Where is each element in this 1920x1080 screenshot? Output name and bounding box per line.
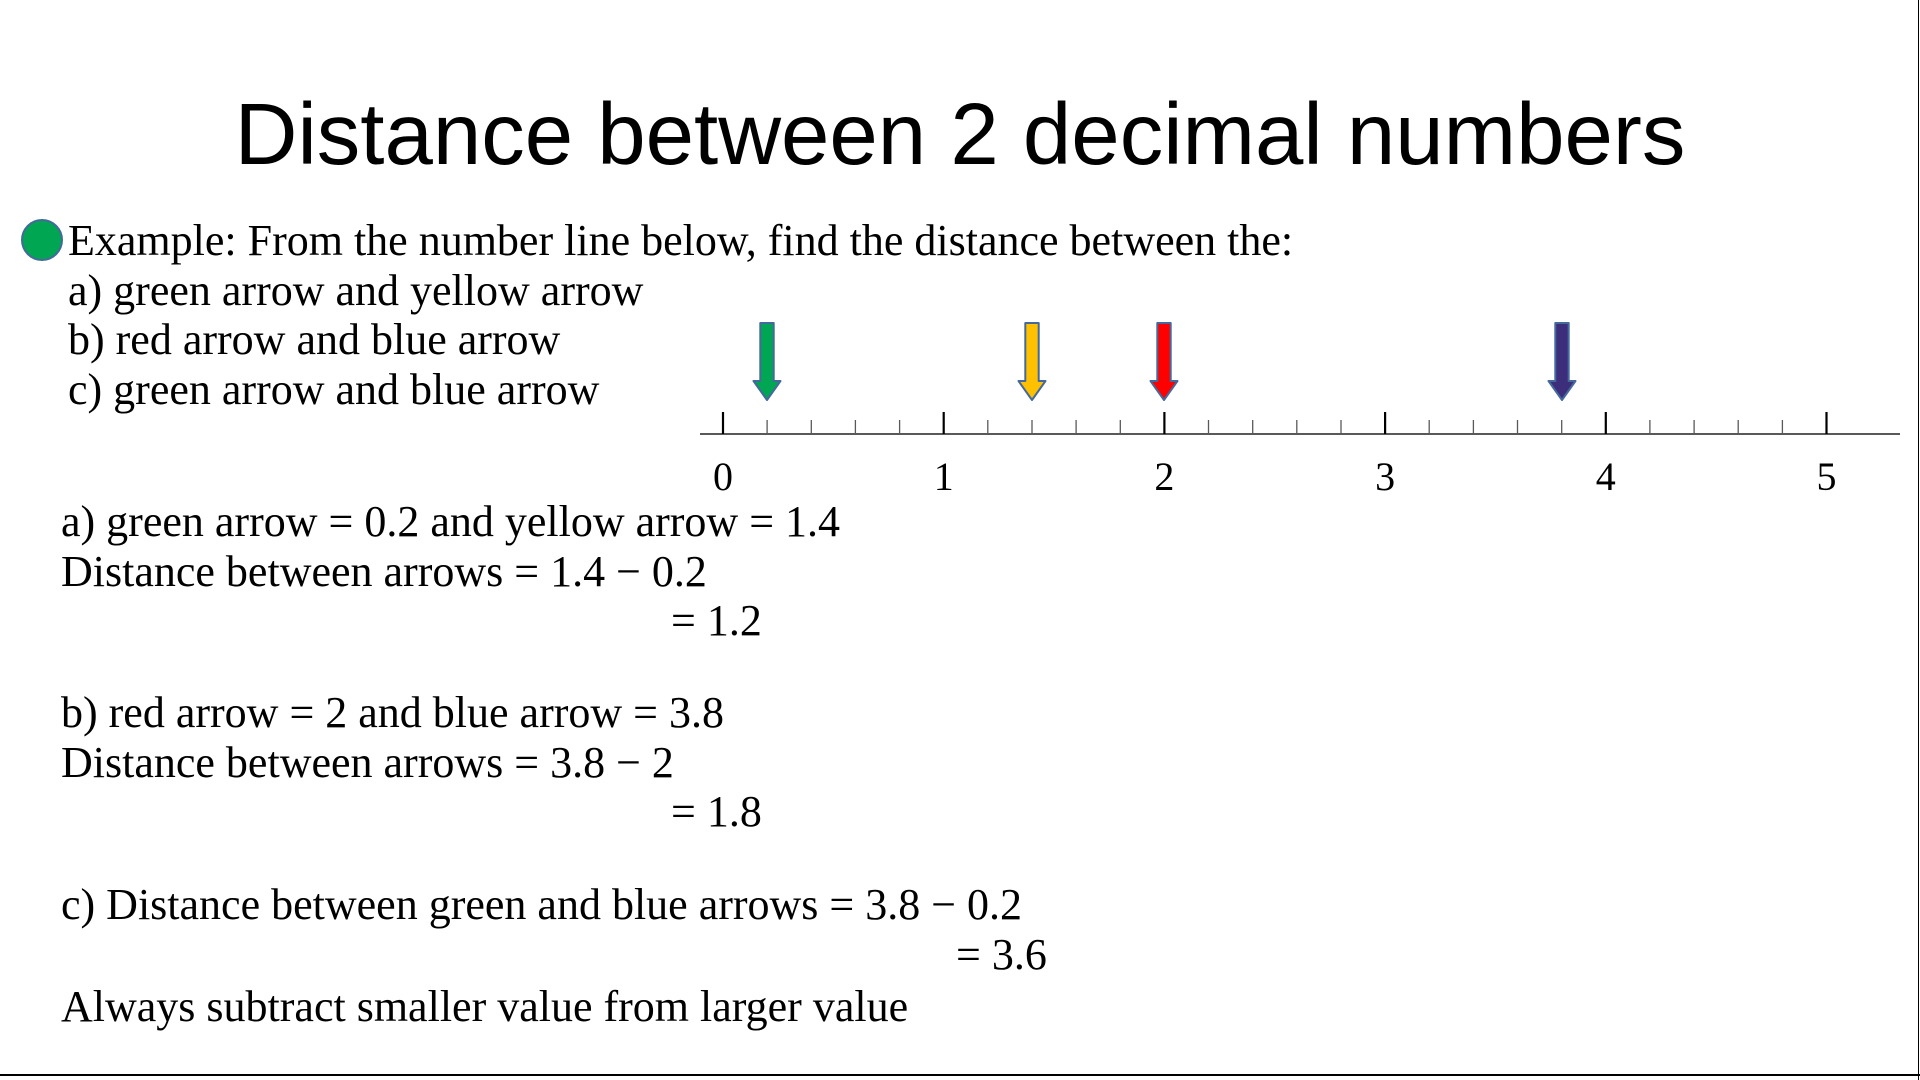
- svg-text:1: 1: [934, 454, 954, 499]
- svg-text:5: 5: [1817, 454, 1837, 499]
- svg-text:2: 2: [1154, 454, 1174, 499]
- svg-text:0: 0: [713, 454, 733, 499]
- svg-text:4: 4: [1596, 454, 1616, 499]
- svg-text:3: 3: [1375, 454, 1395, 499]
